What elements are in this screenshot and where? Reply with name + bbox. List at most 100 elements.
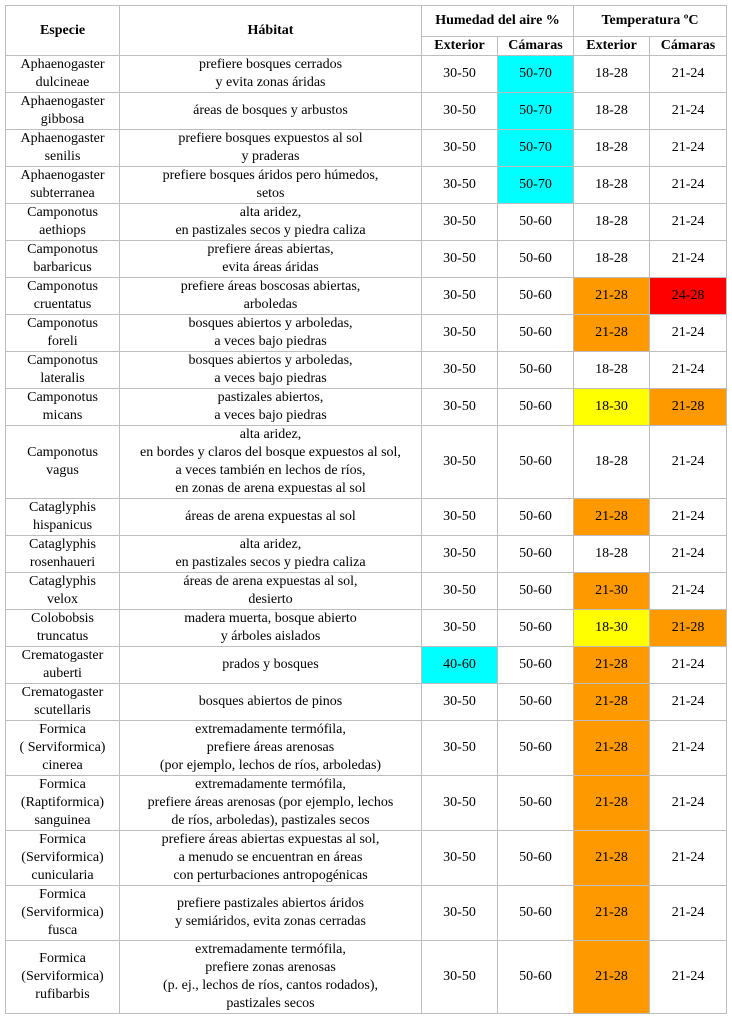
header-humidity-exterior: Exterior — [421, 36, 498, 56]
header-species: Especie — [5, 5, 120, 56]
humidity-exterior-cell: 30-50 — [421, 129, 498, 167]
humidity-chambers-cell: 50-60 — [496, 277, 575, 315]
species-cell: Cataglyphis velox — [5, 572, 120, 610]
habitat-cell: prefiere bosques expuestos al sol y prad… — [119, 129, 422, 167]
temperature-exterior-cell: 21-28 — [573, 940, 651, 1014]
habitat-cell: áreas de bosques y arbustos — [119, 92, 422, 130]
habitat-cell: prefiere bosques áridos pero húmedos, se… — [119, 166, 422, 204]
table-row: Aphaenogaster dulcineae prefiere bosques … — [5, 55, 728, 93]
temperature-exterior-cell: 21-28 — [573, 720, 651, 776]
table-row: Aphaenogaster senilis prefiere bosques ex… — [5, 129, 728, 167]
humidity-chambers-cell: 50-60 — [496, 775, 575, 831]
table-row: Aphaenogaster gibbosa áreas de bosques y … — [5, 92, 728, 130]
table-row: Formica (Serviformica) cunicularia prefie… — [5, 830, 728, 886]
habitat-cell: bosques abiertos de pinos — [119, 683, 422, 721]
humidity-exterior-cell: 40-60 — [421, 646, 498, 684]
table-row: Cataglyphis hispanicus áreas de arena exp… — [5, 498, 728, 536]
humidity-chambers-cell: 50-60 — [496, 535, 575, 573]
humidity-exterior-cell: 30-50 — [421, 885, 498, 941]
habitat-cell: pastizales abiertos, a veces bajo piedra… — [119, 388, 422, 426]
temperature-chambers-cell: 21-24 — [649, 572, 728, 610]
species-cell: Formica (Raptiformica) sanguinea — [5, 775, 120, 831]
humidity-exterior-cell: 30-50 — [421, 388, 498, 426]
table-row: Camponotus vagus alta aridez, en bordes y… — [5, 425, 728, 499]
humidity-chambers-cell: 50-60 — [496, 388, 575, 426]
table-row: Cataglyphis rosenhaueri alta aridez, en p… — [5, 535, 728, 573]
temperature-chambers-cell: 21-28 — [649, 609, 728, 647]
humidity-chambers-cell: 50-60 — [496, 683, 575, 721]
habitat-cell: áreas de arena expuestas al sol, desiert… — [119, 572, 422, 610]
temperature-exterior-cell: 18-30 — [573, 388, 651, 426]
temperature-exterior-cell: 21-28 — [573, 277, 651, 315]
temperature-chambers-cell: 21-24 — [649, 203, 728, 241]
temperature-exterior-cell: 21-28 — [573, 885, 651, 941]
habitat-cell: prefiere áreas abiertas expuestas al sol… — [119, 830, 422, 886]
species-cell: Crematogaster auberti — [5, 646, 120, 684]
header-habitat: Hábitat — [119, 5, 422, 56]
temperature-exterior-cell: 18-28 — [573, 203, 651, 241]
header-temperature: Temperatura ºC — [573, 5, 728, 37]
table-row: Camponotus lateralis bosques abiertos y a… — [5, 351, 728, 389]
species-cell: Cataglyphis hispanicus — [5, 498, 120, 536]
temperature-exterior-cell: 21-28 — [573, 775, 651, 831]
species-cell: Formica (Serviformica) rufibarbis — [5, 940, 120, 1014]
species-cell: Formica (Serviformica) cunicularia — [5, 830, 120, 886]
humidity-chambers-cell: 50-70 — [496, 55, 575, 93]
humidity-exterior-cell: 30-50 — [421, 940, 498, 1014]
habitat-cell: áreas de arena expuestas al sol — [119, 498, 422, 536]
species-cell: Aphaenogaster dulcineae — [5, 55, 120, 93]
table-row: Cataglyphis velox áreas de arena expuesta… — [5, 572, 728, 610]
table-row: Aphaenogaster subterranea prefiere bosque… — [5, 166, 728, 204]
habitat-cell: prados y bosques — [119, 646, 422, 684]
species-cell: Aphaenogaster subterranea — [5, 166, 120, 204]
table-row: Formica (Serviformica) rufibarbis extrema… — [5, 940, 728, 1014]
temperature-exterior-cell: 18-28 — [573, 535, 651, 573]
humidity-chambers-cell: 50-60 — [496, 314, 575, 352]
habitat-cell: extremadamente termófila, prefiere zonas… — [119, 940, 422, 1014]
humidity-exterior-cell: 30-50 — [421, 609, 498, 647]
table-row: Formica ( Serviformica) cinerea extremada… — [5, 720, 728, 776]
humidity-chambers-cell: 50-60 — [496, 425, 575, 499]
temperature-chambers-cell: 21-24 — [649, 425, 728, 499]
humidity-exterior-cell: 30-50 — [421, 572, 498, 610]
temperature-exterior-cell: 21-28 — [573, 830, 651, 886]
species-cell: Colobobsis truncatus — [5, 609, 120, 647]
temperature-chambers-cell: 21-24 — [649, 885, 728, 941]
table-body: Aphaenogaster dulcineae prefiere bosques … — [5, 55, 728, 1014]
temperature-chambers-cell: 21-24 — [649, 166, 728, 204]
temperature-chambers-cell: 21-24 — [649, 830, 728, 886]
humidity-exterior-cell: 30-50 — [421, 166, 498, 204]
table-row: Formica (Raptiformica) sanguinea extremad… — [5, 775, 728, 831]
habitat-cell: alta aridez, en pastizales secos y piedr… — [119, 203, 422, 241]
table-row: Camponotus micans pastizales abiertos, a … — [5, 388, 728, 426]
humidity-exterior-cell: 30-50 — [421, 314, 498, 352]
header-humidity-chambers: Cámaras — [496, 36, 575, 56]
temperature-exterior-cell: 21-30 — [573, 572, 651, 610]
temperature-exterior-cell: 18-28 — [573, 55, 651, 93]
species-cell: Camponotus aethiops — [5, 203, 120, 241]
species-cell: Camponotus foreli — [5, 314, 120, 352]
temperature-exterior-cell: 21-28 — [573, 683, 651, 721]
humidity-exterior-cell: 30-50 — [421, 55, 498, 93]
temperature-exterior-cell: 21-28 — [573, 646, 651, 684]
temperature-chambers-cell: 24-28 — [649, 277, 728, 315]
humidity-exterior-cell: 30-50 — [421, 92, 498, 130]
temperature-chambers-cell: 21-24 — [649, 314, 728, 352]
ant-habitat-table: Especie Hábitat Humedad del aire % Tempe… — [5, 5, 728, 1014]
species-cell: Camponotus vagus — [5, 425, 120, 499]
humidity-chambers-cell: 50-60 — [496, 830, 575, 886]
habitat-cell: bosques abiertos y arboledas, a veces ba… — [119, 314, 422, 352]
species-cell: Formica ( Serviformica) cinerea — [5, 720, 120, 776]
temperature-chambers-cell: 21-28 — [649, 388, 728, 426]
humidity-exterior-cell: 30-50 — [421, 351, 498, 389]
temperature-chambers-cell: 21-24 — [649, 720, 728, 776]
species-cell: Camponotus cruentatus — [5, 277, 120, 315]
table-row: Camponotus aethiops alta aridez, en pasti… — [5, 203, 728, 241]
species-cell: Camponotus barbaricus — [5, 240, 120, 278]
table-row: Formica (Serviformica) fusca prefiere pas… — [5, 885, 728, 941]
habitat-cell: prefiere bosques cerrados y evita zonas … — [119, 55, 422, 93]
header-humidity: Humedad del aire % — [420, 5, 575, 37]
species-cell: Camponotus micans — [5, 388, 120, 426]
humidity-exterior-cell: 30-50 — [421, 498, 498, 536]
temperature-chambers-cell: 21-24 — [649, 55, 728, 93]
